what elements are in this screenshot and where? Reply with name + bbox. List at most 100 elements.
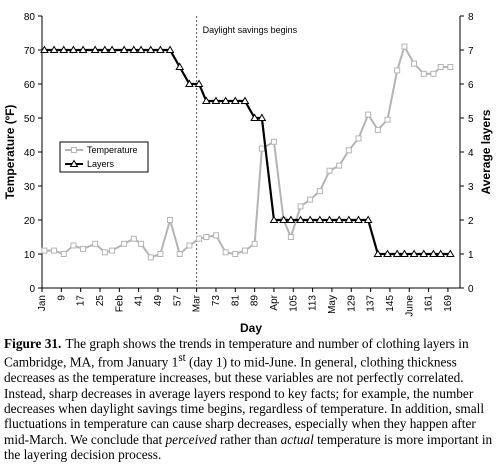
marker <box>373 249 383 257</box>
marker <box>411 60 418 67</box>
x-tick-label: 129 <box>346 295 357 312</box>
legend-marker <box>71 147 77 153</box>
x-tick-label: 9 <box>56 295 67 301</box>
marker <box>40 45 49 53</box>
legend-marker <box>69 159 79 167</box>
marker <box>41 247 48 254</box>
marker <box>176 251 183 257</box>
marker <box>447 64 454 70</box>
marker <box>92 240 99 247</box>
marker <box>363 215 373 223</box>
marker <box>420 70 427 77</box>
marker <box>167 217 174 223</box>
marker <box>279 215 288 223</box>
legend-label: Layers <box>87 159 115 169</box>
caption: Figure 31. The graph shows the trends in … <box>4 336 496 463</box>
marker <box>394 67 401 74</box>
marker <box>101 249 108 256</box>
marker <box>429 249 438 257</box>
marker <box>59 45 69 53</box>
y2-tick-label: 0 <box>468 284 474 295</box>
marker <box>336 162 343 169</box>
caption-label: Figure 31. <box>4 336 62 351</box>
y-tick-label: 60 <box>24 80 36 91</box>
marker <box>230 96 240 104</box>
legend-label: Temperature <box>87 145 138 155</box>
y-tick-label: 30 <box>24 182 36 193</box>
y-tick-label: 10 <box>24 250 36 261</box>
y-tick-label: 80 <box>24 12 36 23</box>
caption-text: temperature is more important in the lay… <box>4 431 493 463</box>
marker <box>334 215 344 223</box>
marker <box>355 135 362 142</box>
x-tick-label: 113 <box>308 295 319 311</box>
x-tick-label: Feb <box>114 295 125 313</box>
marker <box>109 247 116 254</box>
marker <box>445 249 455 257</box>
marker <box>430 70 437 77</box>
marker <box>146 45 156 53</box>
x-tick-label: 81 <box>230 295 241 307</box>
marker <box>203 234 210 240</box>
marker <box>194 79 204 87</box>
y2-axis-title: Average layers <box>479 109 493 194</box>
marker <box>156 45 165 53</box>
marker <box>107 45 117 53</box>
marker <box>270 138 277 145</box>
marker <box>201 96 211 104</box>
marker <box>365 111 372 118</box>
marker <box>374 126 381 133</box>
marker <box>325 215 334 223</box>
marker <box>78 45 88 53</box>
caption-italic: perceived <box>165 431 217 447</box>
marker <box>136 45 146 53</box>
marker <box>419 249 429 257</box>
marker <box>129 45 139 53</box>
marker <box>354 215 363 223</box>
caption-sup: st <box>178 352 186 365</box>
x-tick-label: 145 <box>385 295 396 312</box>
y-tick-label: 40 <box>24 148 36 159</box>
marker <box>119 45 129 53</box>
x-tick-label: 25 <box>95 295 106 307</box>
marker <box>69 45 78 53</box>
marker <box>212 232 219 239</box>
marker <box>400 249 409 257</box>
marker <box>196 235 203 242</box>
marker <box>80 245 87 252</box>
marker <box>326 167 333 174</box>
marker <box>251 240 258 247</box>
x-tick-label: 57 <box>172 295 183 307</box>
x-tick-label: 105 <box>288 295 299 312</box>
y-tick-label: 50 <box>24 114 36 125</box>
marker <box>436 249 446 257</box>
x-tick-label: Apr <box>269 294 280 310</box>
marker <box>315 215 325 223</box>
x-tick-label: 41 <box>134 295 145 307</box>
caption-text: rather than <box>216 431 281 447</box>
marker <box>344 215 354 223</box>
caption-italic: actual <box>280 431 314 447</box>
marker <box>401 43 408 50</box>
x-tick-label: 137 <box>366 295 377 312</box>
y-tick-label: 20 <box>24 216 36 227</box>
marker <box>185 79 194 87</box>
x-tick-label: 73 <box>211 295 222 307</box>
marker <box>392 249 402 257</box>
marker <box>345 147 352 154</box>
marker <box>121 240 128 247</box>
annotation-text: Daylight savings begins <box>203 25 298 35</box>
marker <box>305 215 315 223</box>
x-tick-label: June <box>404 295 415 317</box>
chart: 0 10 20 30 40 50 60 70 80 0 1 2 3 4 5 6 7 8 Jan 9 17 25 Feb 41 4… <box>3 12 493 335</box>
marker <box>186 242 193 249</box>
marker <box>384 116 391 123</box>
marker <box>60 251 67 257</box>
caption-text: (day 1) to mid-June. In general, clothin… <box>4 354 485 447</box>
marker <box>157 251 164 257</box>
y2-tick-label: 3 <box>468 182 474 193</box>
marker <box>316 188 323 195</box>
x-tick-label: 89 <box>250 295 261 307</box>
marker <box>100 45 110 53</box>
